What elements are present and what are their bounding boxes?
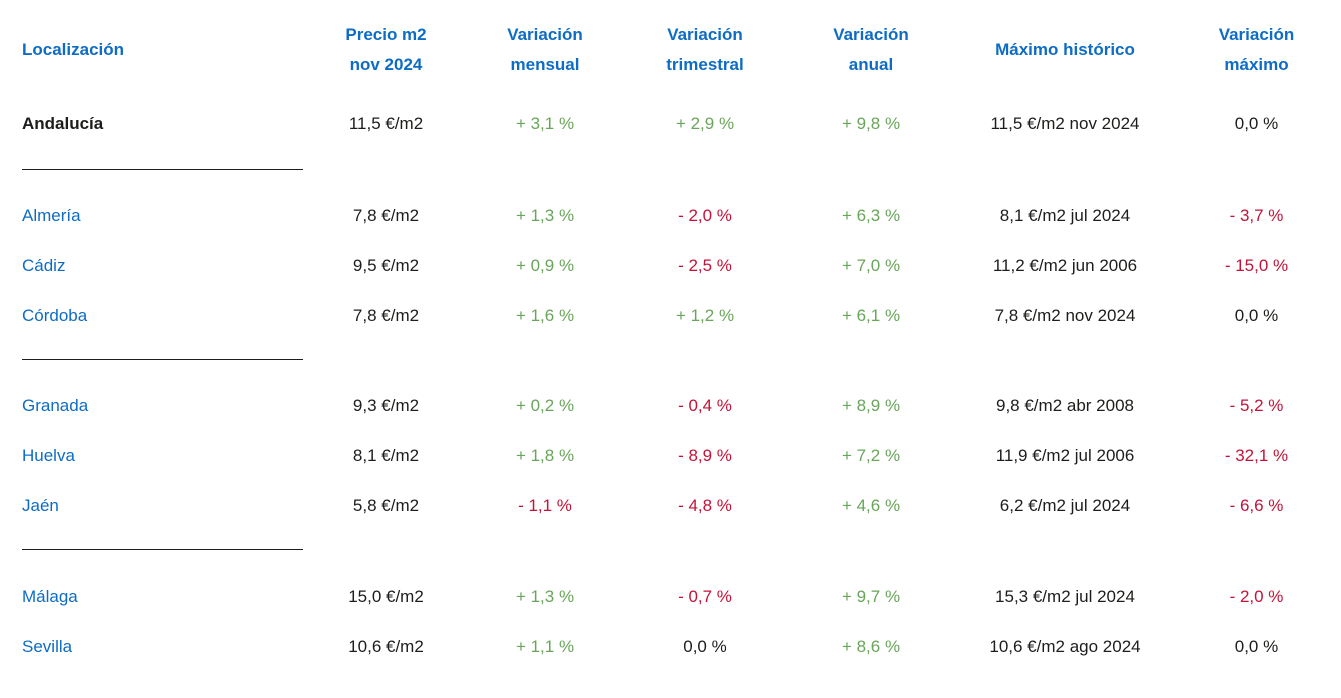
historic-max-cell: 7,8 €/m2 nov 2024 [994,305,1136,325]
column-header-annual-variation: Variación anual [833,25,909,74]
table-row-granada: Granada 9,3 €/m2 + 0,2 % - 0,4 % + 8,9 %… [0,381,1341,431]
location-link-granada[interactable]: Granada [22,396,89,415]
table-row-almeria: Almería 7,8 €/m2 + 1,3 % - 2,0 % + 6,3 %… [0,191,1341,241]
region-name: Andalucía [22,114,104,133]
quarterly-variation-cell: + 2,9 % [675,114,735,133]
max-variation-cell: 0,0 % [1234,305,1279,325]
location-cell: Cádiz [0,256,308,276]
price-cell: 5,8 €/m2 [352,496,420,515]
location-cell: Huelva [0,446,308,466]
max-variation-cell: - 6,6 % [1229,496,1284,515]
quarterly-variation-cell: - 2,0 % [678,205,732,225]
quarterly-variation-cell: + 1,2 % [675,305,735,325]
location-link-cadiz[interactable]: Cádiz [22,255,66,275]
table-row-huelva: Huelva 8,1 €/m2 + 1,8 % - 8,9 % + 7,2 % … [0,431,1341,481]
table-row-cordoba: Córdoba 7,8 €/m2 + 1,6 % + 1,2 % + 6,1 %… [0,291,1341,341]
section-divider [22,358,303,360]
monthly-variation-cell: + 1,6 % [515,305,575,325]
historic-max-cell: 11,2 €/m2 jun 2006 [992,255,1138,275]
annual-variation-cell: + 9,8 % [841,114,901,133]
historic-max-cell: 11,9 €/m2 jul 2006 [995,446,1135,465]
price-cell: 7,8 €/m2 [352,305,420,325]
max-variation-cell: - 15,0 % [1224,255,1289,275]
location-cell: Almería [0,206,308,226]
quarterly-variation-cell: - 2,5 % [678,255,732,275]
quarterly-variation-cell: - 8,9 % [678,446,732,465]
table-row-malaga: Málaga 15,0 €/m2 + 1,3 % - 0,7 % + 9,7 %… [0,572,1341,622]
historic-max-cell: 6,2 €/m2 jul 2024 [999,496,1131,515]
annual-variation-cell: + 6,3 % [841,205,901,225]
location-cell: Andalucía [0,114,308,134]
location-cell: Sevilla [0,637,308,657]
max-variation-cell: 0,0 % [1234,636,1279,656]
table-row-sevilla: Sevilla 10,6 €/m2 + 1,1 % 0,0 % + 8,6 % … [0,622,1341,672]
monthly-variation-cell: - 1,1 % [518,496,572,515]
monthly-variation-cell: + 0,2 % [515,396,575,415]
max-variation-cell: - 32,1 % [1224,446,1289,465]
max-variation-cell: - 3,7 % [1229,205,1284,225]
price-cell: 10,6 €/m2 [348,636,424,656]
quarterly-variation-cell: 0,0 % [683,636,727,656]
price-cell: 11,5 €/m2 [348,114,424,133]
table-row-andalucia: Andalucía 11,5 €/m2 + 3,1 % + 2,9 % + 9,… [0,100,1341,148]
annual-variation-cell: + 4,6 % [841,496,901,515]
location-cell: Málaga [0,587,308,607]
max-variation-cell: 0,0 % [1234,114,1279,133]
monthly-variation-cell: + 1,3 % [515,586,575,606]
column-header-price: Precio m2 nov 2024 [345,25,427,74]
price-cell: 7,8 €/m2 [352,205,420,225]
quarterly-variation-cell: - 0,4 % [678,396,732,415]
historic-max-cell: 15,3 €/m2 jul 2024 [995,586,1135,606]
annual-variation-cell: + 6,1 % [841,305,901,325]
price-cell: 8,1 €/m2 [352,446,420,465]
table-row-jaen: Jaén 5,8 €/m2 - 1,1 % - 4,8 % + 4,6 % 6,… [0,481,1341,531]
monthly-variation-cell: + 3,1 % [515,114,575,133]
monthly-variation-cell: + 0,9 % [515,255,575,275]
location-link-sevilla[interactable]: Sevilla [22,636,73,656]
historic-max-cell: 8,1 €/m2 jul 2024 [999,205,1131,225]
location-link-cordoba[interactable]: Córdoba [22,305,88,325]
price-cell: 15,0 €/m2 [348,586,424,606]
historic-max-cell: 10,6 €/m2 ago 2024 [989,636,1141,656]
location-cell: Jaén [0,496,308,516]
section-divider [22,169,303,170]
quarterly-variation-cell: - 4,8 % [678,496,732,515]
column-header-quarterly-variation: Variación trimestral [666,25,744,74]
annual-variation-cell: + 8,9 % [841,396,901,415]
annual-variation-cell: + 9,7 % [841,586,901,606]
section-divider [22,549,303,550]
annual-variation-cell: + 7,0 % [841,255,901,275]
location-cell: Córdoba [0,306,308,326]
table-header-row: Localización Precio m2 nov 2024 Variació… [0,0,1341,100]
location-link-almeria[interactable]: Almería [22,205,81,225]
historic-max-cell: 9,8 €/m2 abr 2008 [996,396,1134,415]
monthly-variation-cell: + 1,8 % [515,446,575,465]
column-header-historic-max: Máximo histórico [995,40,1135,59]
price-cell: 9,3 €/m2 [352,396,420,415]
max-variation-cell: - 5,2 % [1229,396,1284,415]
monthly-variation-cell: + 1,1 % [515,636,575,656]
table-row-cadiz: Cádiz 9,5 €/m2 + 0,9 % - 2,5 % + 7,0 % 1… [0,241,1341,291]
location-cell: Granada [0,396,308,416]
annual-variation-cell: + 7,2 % [841,446,901,465]
price-cell: 9,5 €/m2 [352,255,420,275]
column-header-monthly-variation: Variación mensual [507,25,583,74]
historic-max-cell: 11,5 €/m2 nov 2024 [990,114,1140,133]
location-link-malaga[interactable]: Málaga [22,586,78,606]
monthly-variation-cell: + 1,3 % [515,205,575,225]
annual-variation-cell: + 8,6 % [841,636,901,656]
quarterly-variation-cell: - 0,7 % [678,586,732,606]
column-header-location: Localización [22,40,125,59]
column-header-max-variation: Variación máximo [1218,25,1295,74]
location-link-jaen[interactable]: Jaén [22,496,59,515]
location-link-huelva[interactable]: Huelva [22,446,75,465]
max-variation-cell: - 2,0 % [1229,586,1284,606]
